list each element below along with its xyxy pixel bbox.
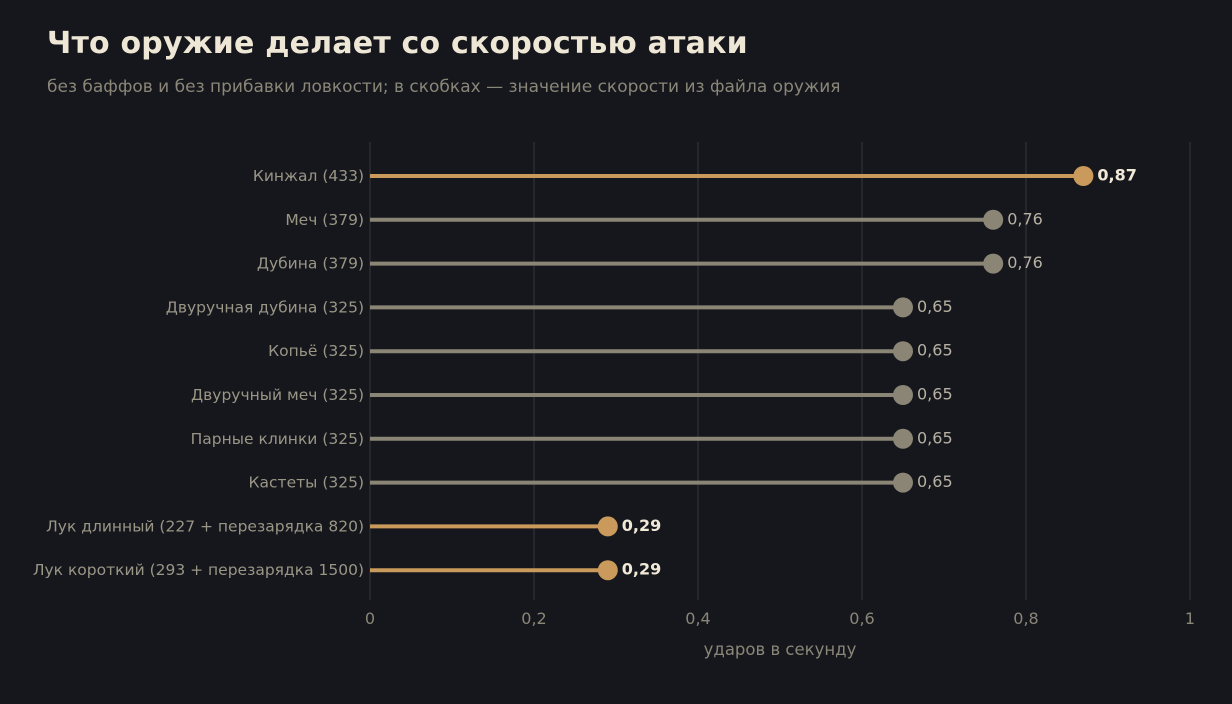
value-label: 0,29 bbox=[622, 516, 661, 535]
x-tick-label: 1 bbox=[1185, 609, 1195, 628]
lollipop-dot bbox=[893, 472, 913, 493]
value-label: 0,65 bbox=[917, 341, 953, 360]
x-tick-label: 0,4 bbox=[685, 609, 710, 628]
lollipop-dot bbox=[893, 341, 913, 362]
x-tick-label: 0,6 bbox=[849, 609, 874, 628]
category-label: Двуручная дубина (325) bbox=[166, 298, 364, 316]
value-label: 0,29 bbox=[622, 560, 661, 579]
category-label: Двуручный меч (325) bbox=[191, 386, 364, 404]
x-tick-label: 0 bbox=[365, 609, 375, 628]
category-label: Кинжал (433) bbox=[253, 167, 364, 185]
category-label: Лук длинный (227 + перезарядка 820) bbox=[46, 517, 364, 535]
lollipop-dot bbox=[983, 253, 1004, 274]
category-labels: Кинжал (433) Меч (379) Дубина (379) Двуручн… bbox=[33, 167, 364, 579]
lollipop-dot bbox=[893, 297, 913, 318]
x-axis-ticks: 0 0,2 0,4 0,6 0,8 1 bbox=[365, 609, 1195, 628]
value-label: 0,65 bbox=[917, 297, 953, 316]
lollipop-dot bbox=[597, 516, 618, 537]
category-label: Меч (379) bbox=[285, 211, 364, 229]
lollipop-dots bbox=[597, 166, 1094, 581]
gridlines bbox=[369, 142, 1191, 600]
value-label: 0,76 bbox=[1007, 209, 1043, 228]
value-label: 0,65 bbox=[917, 428, 953, 447]
chart-title: Что оружие делает со скоростью атаки bbox=[47, 26, 748, 61]
lollipop-dot bbox=[983, 209, 1004, 230]
category-label: Дубина (379) bbox=[257, 255, 364, 273]
category-label: Парные клинки (325) bbox=[191, 430, 364, 448]
value-label: 0,76 bbox=[1007, 253, 1043, 272]
value-label: 0,65 bbox=[917, 385, 953, 404]
lollipop-stems bbox=[370, 174, 1084, 573]
lollipop-dot bbox=[1073, 166, 1094, 186]
x-tick-label: 0,8 bbox=[1013, 609, 1038, 628]
x-axis-title: ударов в секунду bbox=[704, 640, 857, 659]
lollipop-dot bbox=[893, 428, 913, 449]
category-label: Копьё (325) bbox=[268, 342, 364, 360]
value-label: 0,65 bbox=[917, 472, 953, 491]
lollipop-dot bbox=[893, 385, 913, 405]
x-tick-label: 0,2 bbox=[521, 609, 546, 628]
category-label: Кастеты (325) bbox=[249, 474, 364, 492]
value-labels: 0,87 0,76 0,76 0,65 0,65 0,65 0,65 0,65 0,29 0,29 bbox=[622, 166, 1137, 579]
value-label: 0,87 bbox=[1097, 166, 1136, 185]
lollipop-dot bbox=[597, 560, 618, 581]
chart-subtitle: без баффов и без прибавки ловкости; в ск… bbox=[47, 77, 841, 97]
category-label: Лук короткий (293 + перезарядка 1500) bbox=[33, 561, 364, 579]
